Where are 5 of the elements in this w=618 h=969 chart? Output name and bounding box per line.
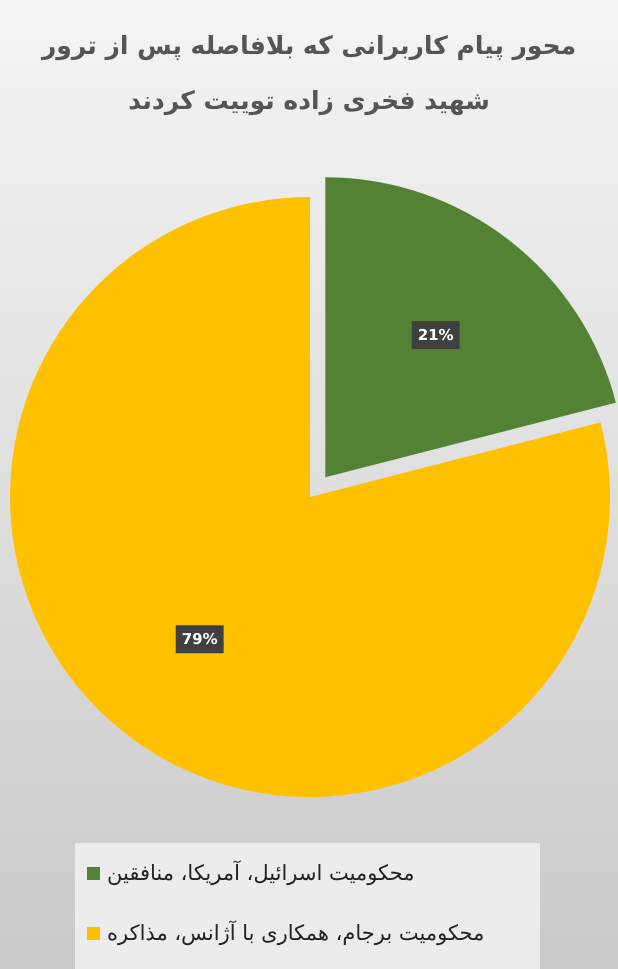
data-label: 79% — [182, 630, 218, 648]
data-label: 21% — [418, 326, 454, 344]
legend-label: محکومیت اسرائیل، آمریکا، منافقین — [107, 861, 414, 885]
legend-label: محکومیت برجام، همکاری با آژانس، مذاکره — [107, 921, 484, 945]
chart-title: محور پیام کاربرانی که بلافاصله پس از ترور شهید فخری زاده توییت کردند — [40, 30, 578, 118]
